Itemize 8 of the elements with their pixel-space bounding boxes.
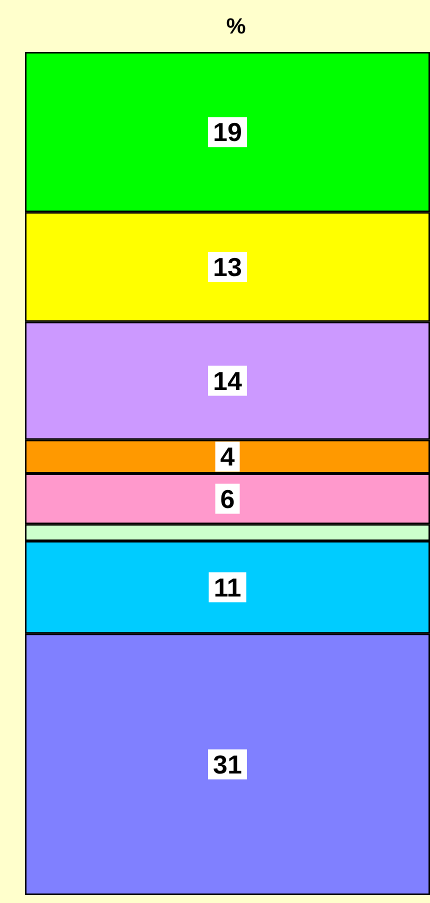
data-label: 13 bbox=[213, 252, 242, 282]
data-label: 14 bbox=[213, 366, 242, 396]
data-label: 31 bbox=[213, 749, 242, 780]
data-label: 6 bbox=[220, 484, 235, 514]
chart-title: % bbox=[226, 14, 246, 38]
data-label: 11 bbox=[214, 572, 242, 602]
data-label: 19 bbox=[213, 117, 242, 148]
data-label: 4 bbox=[220, 442, 236, 472]
